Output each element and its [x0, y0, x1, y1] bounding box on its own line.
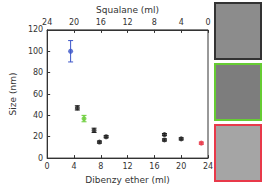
svg-text:8: 8 — [152, 18, 157, 27]
svg-text:80: 80 — [33, 68, 43, 77]
svg-text:16: 16 — [96, 18, 106, 27]
svg-text:4: 4 — [71, 162, 76, 171]
svg-text:0: 0 — [38, 154, 43, 163]
svg-text:100: 100 — [28, 47, 43, 56]
svg-text:16: 16 — [149, 162, 159, 171]
svg-text:Dibenzy ether (ml): Dibenzy ether (ml) — [85, 175, 169, 185]
svg-text:12: 12 — [122, 162, 132, 171]
svg-text:120: 120 — [28, 25, 43, 34]
svg-text:4: 4 — [179, 18, 184, 27]
svg-text:20: 20 — [33, 132, 43, 141]
svg-text:24: 24 — [42, 18, 52, 27]
svg-text:8: 8 — [98, 162, 103, 171]
svg-text:20: 20 — [69, 18, 79, 27]
svg-text:Squalane (ml): Squalane (ml) — [96, 5, 159, 15]
svg-text:0: 0 — [205, 18, 210, 27]
svg-text:24: 24 — [203, 162, 213, 171]
svg-text:40: 40 — [33, 111, 43, 120]
svg-text:0: 0 — [45, 162, 50, 171]
svg-text:12: 12 — [122, 18, 132, 27]
svg-text:20: 20 — [176, 162, 186, 171]
svg-text:Size (nm): Size (nm) — [8, 73, 18, 116]
svg-text:60: 60 — [33, 90, 43, 99]
